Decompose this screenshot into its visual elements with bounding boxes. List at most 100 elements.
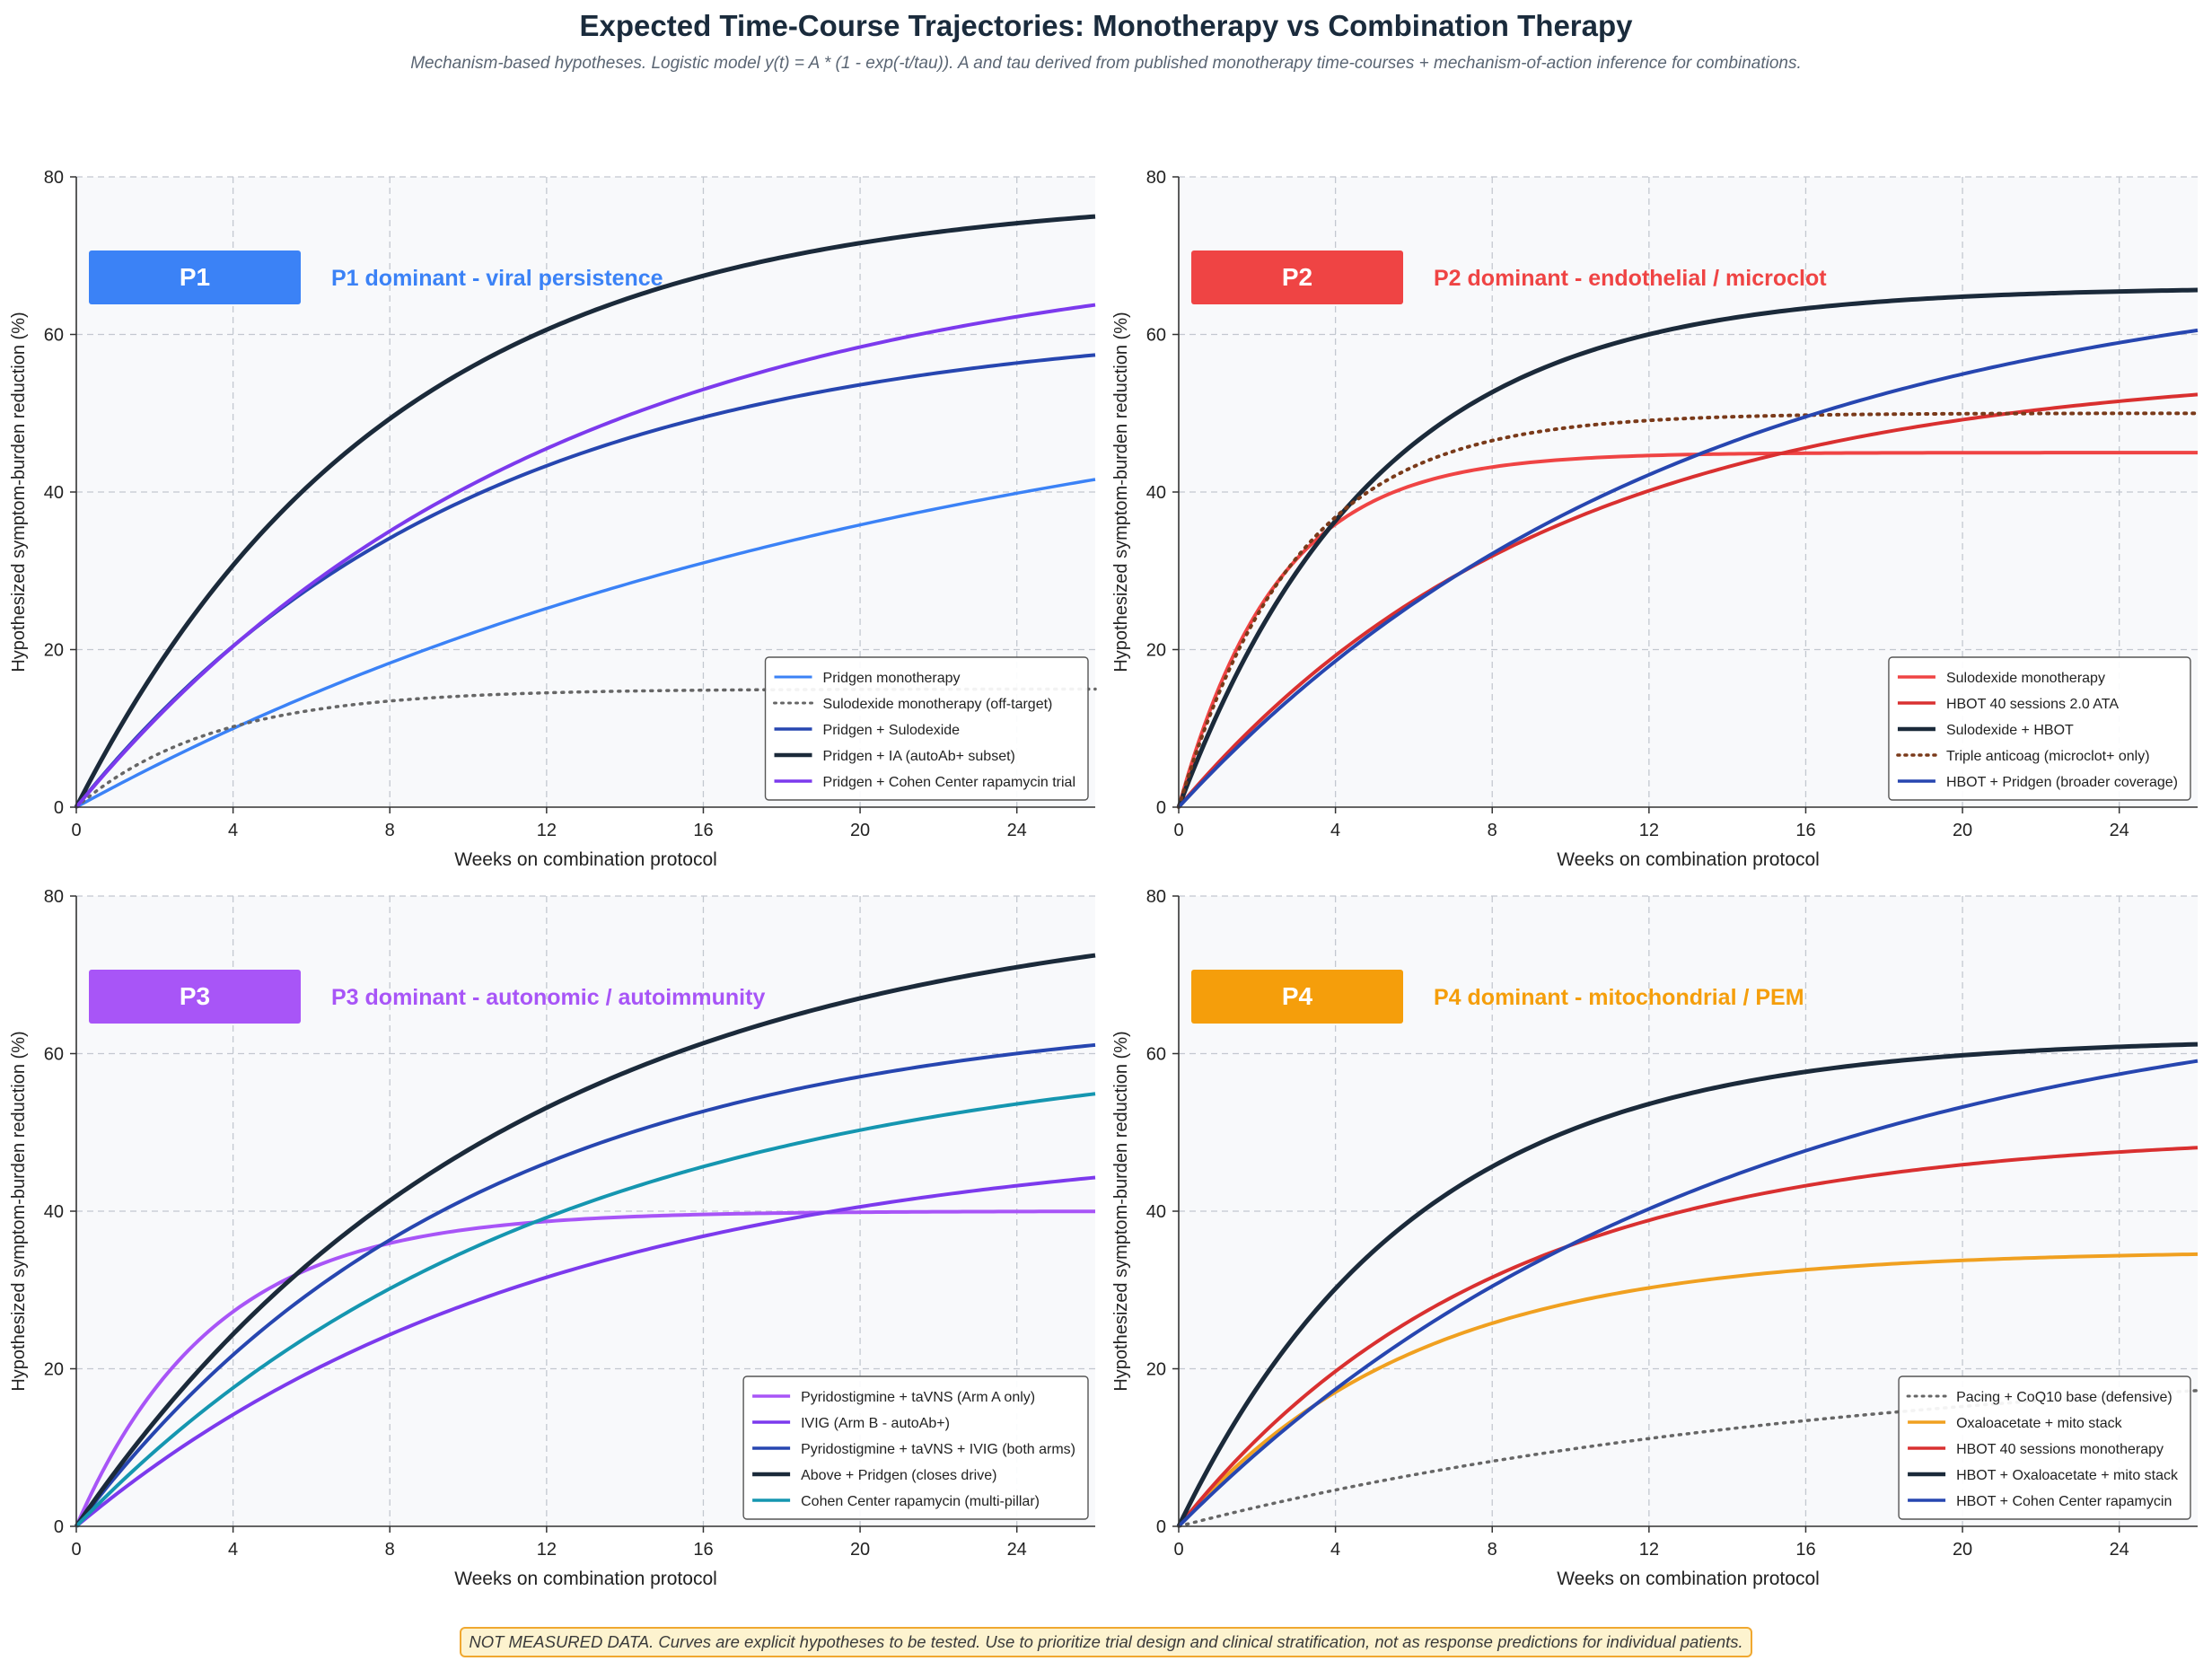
series-line-5 (75, 303, 1096, 809)
x-tick-label: 24 (1007, 1540, 1027, 1560)
panel-badge (1191, 970, 1403, 1024)
x-tick-label: 8 (1488, 821, 1497, 840)
footnote-container: NOT MEASURED DATA. Curves are explicit h… (0, 1627, 2212, 1657)
panel-badge (89, 250, 301, 304)
x-axis-label: Weeks on combination protocol (1557, 1569, 1820, 1589)
y-axis-label: Hypothesized symptom-burden reduction (%… (9, 1031, 29, 1391)
legend: Pridgen monotherapy Sulodexide monotherap… (764, 656, 1089, 801)
legend-entry: Pacing + CoQ10 base (defensive) (1956, 1390, 2172, 1405)
x-tick-label: 20 (1953, 1540, 1972, 1560)
series-line-4 (74, 953, 1096, 1528)
y-tick-label: 60 (1146, 326, 1166, 346)
panel-badge (89, 970, 301, 1024)
legend-entry: Triple anticoag (microclot+ only) (1946, 749, 2150, 764)
x-tick-label: 8 (1488, 1540, 1497, 1560)
legend-entry: HBOT + Pridgen (broader coverage) (1946, 775, 2178, 790)
x-tick-label: 8 (385, 1540, 395, 1560)
panel-badge-label: P4 (1282, 982, 1313, 1010)
series-line-5 (1177, 328, 2199, 809)
panel-title: P4 dominant - mitochondrial / PEM (1434, 985, 1804, 1010)
legend-entry: Pridgen + IA (autoAb+ subset) (823, 749, 1015, 764)
series-line-5 (1177, 1059, 2199, 1528)
x-axis-label: Weeks on combination protocol (454, 1569, 717, 1589)
x-tick-label: 0 (71, 1540, 81, 1560)
y-tick-label: 60 (1146, 1045, 1166, 1065)
y-axis-label: Hypothesized symptom-burden reduction (%… (1111, 1031, 1131, 1391)
y-tick-label: 80 (1146, 887, 1166, 907)
y-tick-label: 20 (1146, 641, 1166, 661)
series-line-3 (75, 1042, 1096, 1528)
y-tick-label: 80 (44, 887, 64, 907)
series-line-4 (1176, 1041, 2199, 1528)
x-tick-label: 24 (1007, 821, 1027, 840)
x-tick-label: 16 (1795, 821, 1815, 840)
y-tick-label: 20 (1146, 1360, 1166, 1380)
panel-badge (1191, 250, 1403, 304)
panel-badge-label: P1 (180, 263, 210, 291)
legend-box (742, 1375, 1089, 1520)
x-axis-label: Weeks on combination protocol (454, 849, 717, 870)
y-tick-label: 20 (44, 641, 64, 661)
series-line-2 (1177, 392, 2199, 809)
panel-title: P2 dominant - endothelial / microclot (1434, 266, 1827, 291)
x-tick-label: 4 (1330, 821, 1340, 840)
x-tick-label: 8 (385, 821, 395, 840)
x-tick-label: 12 (1639, 1540, 1659, 1560)
x-tick-label: 4 (1330, 1540, 1340, 1560)
figure-title: Expected Time-Course Trajectories: Monot… (579, 9, 1633, 42)
y-tick-label: 0 (1156, 798, 1166, 818)
legend-box (1888, 656, 2191, 801)
y-tick-label: 40 (44, 483, 64, 503)
legend-entry: Sulodexide + HBOT (1946, 723, 2074, 738)
footnote: NOT MEASURED DATA. Curves are explicit h… (460, 1627, 1752, 1657)
legend-entry: HBOT 40 sessions 2.0 ATA (1946, 697, 2119, 712)
figure-subtitle: Mechanism-based hypotheses. Logistic mod… (410, 54, 1802, 73)
series-line-3 (1177, 1146, 2199, 1528)
panel-badge-label: P3 (180, 982, 210, 1010)
x-tick-label: 0 (71, 821, 81, 840)
legend-entry: IVIG (Arm B - autoAb+) (801, 1416, 950, 1431)
legend-entry: Above + Pridgen (closes drive) (801, 1468, 996, 1483)
legend-entry: Pridgen + Sulodexide (823, 723, 961, 738)
y-axis-label: Hypothesized symptom-burden reduction (%… (1111, 312, 1131, 672)
series-line-4 (74, 214, 1096, 809)
y-tick-label: 0 (54, 798, 64, 818)
legend-entry: Pridgen + Cohen Center rapamycin trial (823, 775, 1075, 790)
series-line-2 (1177, 1252, 2199, 1528)
chart-panel-p3: 0 4 8 12 16 20 24 0 20 40 60 80 Weeks on combination… (9, 887, 1096, 1589)
y-tick-label: 40 (44, 1202, 64, 1222)
x-tick-label: 12 (537, 1540, 557, 1560)
x-axis-label: Weeks on combination protocol (1557, 849, 1820, 870)
legend-entry: HBOT + Cohen Center rapamycin (1956, 1494, 2172, 1509)
y-tick-label: 0 (54, 1517, 64, 1537)
x-tick-label: 20 (1953, 821, 1972, 840)
legend-entry: Pyridostigmine + taVNS + IVIG (both arms… (801, 1442, 1075, 1457)
legend: Pacing + CoQ10 base (defensive) Oxaloacet… (1898, 1375, 2191, 1520)
y-tick-label: 60 (44, 326, 64, 346)
legend-box (764, 656, 1089, 801)
y-tick-label: 40 (1146, 483, 1166, 503)
y-tick-label: 80 (1146, 168, 1166, 188)
x-tick-label: 16 (693, 1540, 713, 1560)
chart-panel-p1: 0 4 8 12 16 20 24 0 20 40 60 80 Weeks on combination… (9, 168, 1097, 870)
x-tick-label: 12 (537, 821, 557, 840)
legend-entry: HBOT + Oxaloacetate + mito stack (1956, 1468, 2179, 1483)
x-tick-label: 12 (1639, 821, 1659, 840)
series-line-2 (75, 1175, 1096, 1528)
legend-entry: Pridgen monotherapy (823, 671, 961, 686)
x-tick-label: 0 (1173, 1540, 1183, 1560)
x-tick-label: 16 (1795, 1540, 1815, 1560)
panel-title: P1 dominant - viral persistence (331, 266, 663, 291)
legend: Pyridostigmine + taVNS (Arm A only) IVIG … (742, 1375, 1089, 1520)
y-tick-label: 0 (1156, 1517, 1166, 1537)
panel-badge-label: P2 (1282, 263, 1312, 291)
series-line-1 (75, 478, 1096, 809)
panel-title: P3 dominant - autonomic / autoimmunity (331, 985, 765, 1010)
x-tick-label: 24 (2110, 821, 2129, 840)
x-tick-label: 4 (228, 1540, 238, 1560)
series-line-3 (1176, 287, 2199, 808)
series-line-5 (75, 1092, 1096, 1528)
legend-entry: Oxaloacetate + mito stack (1956, 1416, 2123, 1431)
y-tick-label: 60 (44, 1045, 64, 1065)
